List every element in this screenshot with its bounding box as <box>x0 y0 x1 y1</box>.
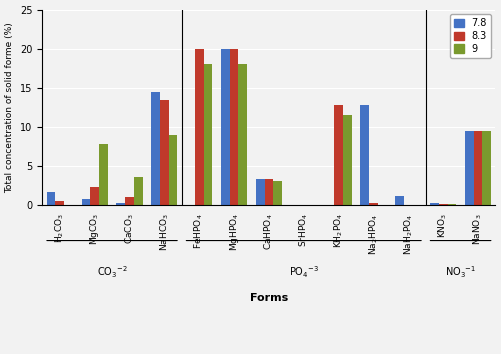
Y-axis label: Total concentration of solid forme (%): Total concentration of solid forme (%) <box>6 22 15 193</box>
Bar <box>116 203 125 205</box>
Bar <box>360 105 369 205</box>
Bar <box>90 187 99 205</box>
Bar <box>238 64 247 205</box>
Bar <box>482 131 491 205</box>
Bar <box>273 181 282 205</box>
Text: CO$_3$$^{-2}$: CO$_3$$^{-2}$ <box>97 264 127 280</box>
Text: PO$_4$$^{-3}$: PO$_4$$^{-3}$ <box>289 264 319 280</box>
Bar <box>369 203 378 205</box>
Legend: 7.8, 8.3, 9: 7.8, 8.3, 9 <box>450 15 490 58</box>
Bar <box>125 198 134 205</box>
Bar <box>430 203 439 205</box>
Bar <box>203 64 212 205</box>
Bar <box>82 199 90 205</box>
Bar <box>56 201 64 205</box>
Bar <box>265 179 273 205</box>
Bar <box>229 49 238 205</box>
Bar <box>99 144 108 205</box>
Bar <box>439 204 447 205</box>
Text: NO$_3$$^{-1}$: NO$_3$$^{-1}$ <box>445 264 476 280</box>
Bar <box>334 105 343 205</box>
Bar <box>169 135 177 205</box>
Bar <box>473 131 482 205</box>
Bar <box>195 49 203 205</box>
Bar <box>134 177 143 205</box>
X-axis label: Forms: Forms <box>250 293 288 303</box>
Bar <box>47 192 56 205</box>
Bar <box>151 92 160 205</box>
Bar <box>221 49 229 205</box>
Bar <box>343 115 352 205</box>
Bar <box>447 204 456 205</box>
Bar <box>256 179 265 205</box>
Bar <box>160 101 169 205</box>
Bar <box>465 131 473 205</box>
Bar <box>395 196 404 205</box>
